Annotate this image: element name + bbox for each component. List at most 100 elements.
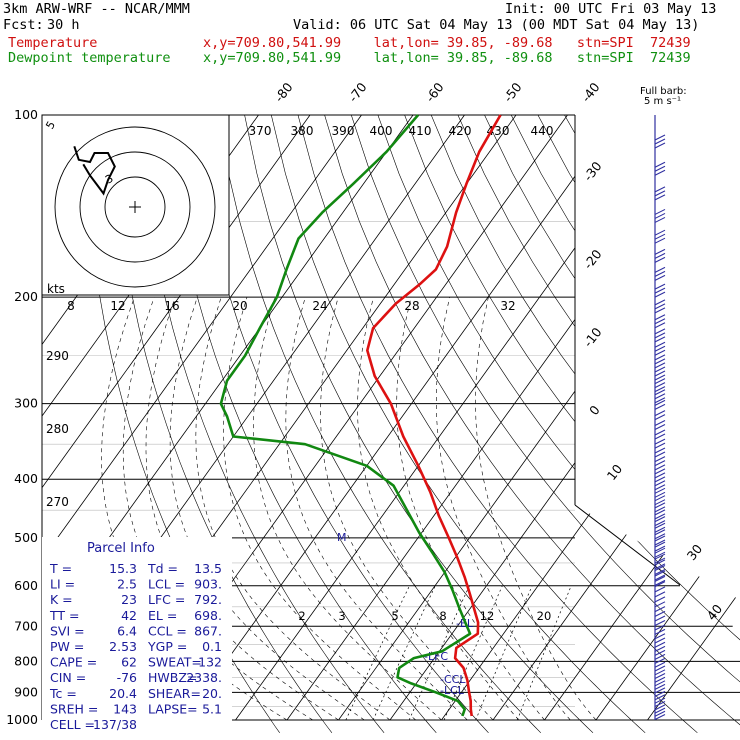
wind-barb bbox=[654, 322, 666, 329]
wind-barb bbox=[654, 579, 666, 586]
dry-adiabat bbox=[297, 115, 698, 734]
theta-e-label: 380 bbox=[291, 124, 314, 138]
isotherm-label: 30 bbox=[684, 541, 706, 563]
wind-barb bbox=[654, 707, 666, 714]
wind-barb bbox=[654, 414, 666, 421]
theta-e-label: 410 bbox=[409, 124, 432, 138]
dewpoint-legend: Dewpoint temperature bbox=[8, 50, 171, 66]
wind-barb bbox=[654, 484, 666, 491]
parcel-row-label: K = bbox=[50, 592, 73, 607]
wind-barb bbox=[654, 557, 666, 564]
wind-barb bbox=[654, 341, 666, 348]
wind-barb bbox=[654, 568, 666, 575]
moist-adiabat bbox=[253, 297, 442, 721]
parcel-row-label: CIN = bbox=[50, 670, 86, 685]
hodograph: 35 bbox=[41, 114, 230, 296]
temperature-location-info: x,y=709.80,541.99 lat,lon= 39.85, -89.68… bbox=[203, 35, 691, 51]
wind-barb bbox=[654, 318, 666, 325]
wind-barb bbox=[654, 539, 666, 546]
wind-barb bbox=[654, 653, 666, 660]
pressure-label-900: 900 bbox=[14, 684, 38, 699]
hodograph-frame bbox=[41, 114, 230, 296]
wind-barb bbox=[654, 378, 666, 385]
parcel-row-label: CAPE = bbox=[50, 655, 97, 670]
isotherm bbox=[441, 115, 740, 721]
isotherm bbox=[235, 115, 671, 721]
mixing-ratio-label: 8 bbox=[439, 609, 446, 623]
temperature-legend: Temperature bbox=[8, 35, 98, 51]
hodograph-speed-label: 24 bbox=[312, 299, 327, 313]
isotherm-label: 40 bbox=[704, 601, 726, 623]
wind-barb bbox=[654, 581, 666, 588]
wind-barb bbox=[654, 606, 666, 613]
isotherm-label: -30 bbox=[580, 159, 604, 184]
wind-barb bbox=[654, 456, 666, 463]
wind-barb bbox=[654, 314, 666, 321]
wind-barb bbox=[654, 429, 666, 436]
wind-barb bbox=[654, 190, 666, 197]
wind-barb bbox=[654, 673, 666, 680]
wind-barb bbox=[654, 690, 666, 697]
parcel-row-value: 15.3 bbox=[109, 561, 137, 576]
wind-barb bbox=[654, 547, 666, 554]
mixing-ratio-line bbox=[345, 585, 410, 721]
parcel-marker-lcl: -LCL bbox=[440, 684, 465, 697]
parcel-row-value: 0.1 bbox=[202, 639, 222, 654]
hodograph-trace bbox=[73, 145, 116, 196]
wind-barb bbox=[654, 447, 666, 454]
parcel-row-value: 2.5 bbox=[117, 577, 137, 592]
wind-barb bbox=[654, 229, 666, 236]
barb-legend-value: 5 m s⁻¹ bbox=[644, 96, 681, 107]
pressure-label-300: 300 bbox=[14, 396, 38, 411]
wind-barb bbox=[654, 283, 666, 290]
wind-barb bbox=[654, 358, 666, 365]
dry-adiabat bbox=[430, 115, 740, 734]
forecast-label: Fcst: bbox=[3, 17, 44, 33]
mixing-ratio-line bbox=[475, 585, 533, 721]
wind-barb bbox=[654, 694, 666, 701]
parcel-row-value: 62 bbox=[121, 655, 137, 670]
wind-barb bbox=[654, 516, 666, 523]
wind-barb bbox=[654, 526, 666, 533]
pressure-label-200: 200 bbox=[14, 289, 38, 304]
wind-barb bbox=[654, 134, 666, 141]
mean-marker: M bbox=[337, 531, 347, 544]
parcel-row-label: YGP = bbox=[147, 639, 187, 654]
wind-barb bbox=[654, 403, 666, 410]
wind-barb bbox=[654, 545, 666, 552]
wind-barb bbox=[654, 591, 666, 598]
theta-e-label: 370 bbox=[249, 124, 272, 138]
wind-barb bbox=[654, 710, 666, 717]
parcel-row-value: 13.5 bbox=[194, 561, 222, 576]
mixing-ratio-line bbox=[443, 585, 503, 721]
wind-barb bbox=[654, 564, 666, 571]
sounding-traces bbox=[219, 114, 502, 717]
wind-barb bbox=[654, 374, 666, 381]
parcel-row-value: 2.53 bbox=[109, 639, 137, 654]
wind-barb bbox=[654, 553, 666, 560]
dry-adiabat-label: 290 bbox=[46, 349, 69, 363]
wind-barb bbox=[654, 701, 666, 708]
isotherm-label: -60 bbox=[422, 80, 446, 105]
dry-adiabat bbox=[404, 115, 740, 734]
wind-barb bbox=[654, 704, 666, 711]
wind-barb bbox=[654, 420, 666, 426]
isotherm bbox=[647, 115, 740, 721]
parcel-row-value: 132 bbox=[198, 655, 222, 670]
parcel-row-label: EL = bbox=[148, 608, 177, 623]
wind-barb bbox=[654, 480, 666, 487]
parcel-row-label: T = bbox=[49, 561, 72, 576]
parcel-row-label: SHEAR= bbox=[148, 686, 201, 701]
parcel-row-value: 698. bbox=[194, 608, 222, 623]
pressure-label-500: 500 bbox=[14, 530, 38, 545]
parcel-row-value: 5.1 bbox=[202, 701, 222, 716]
wind-barb bbox=[654, 336, 666, 343]
dry-adiabat bbox=[697, 115, 740, 734]
dry-adiabat bbox=[590, 115, 740, 734]
chart-header: 3km ARW-WRF -- NCAR/MMM Init: 00 UTC Fri… bbox=[0, 0, 740, 70]
mixing-ratio-label: 3 bbox=[338, 609, 345, 623]
parcel-row-label: Tc = bbox=[49, 686, 77, 701]
pressure-label-800: 800 bbox=[14, 653, 38, 668]
